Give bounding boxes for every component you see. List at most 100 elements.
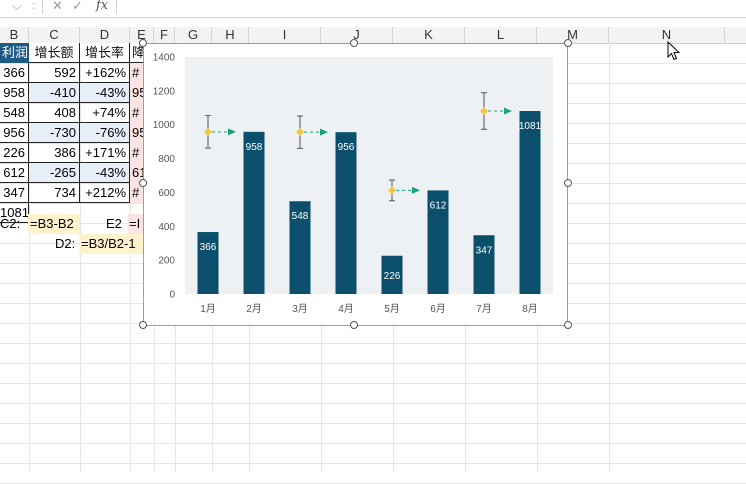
resize-handle-middle-left[interactable] bbox=[139, 179, 147, 187]
formula-bar: ⌵ : ✕ ✓ fx bbox=[0, 0, 746, 18]
profit-cell[interactable]: 226 bbox=[0, 143, 29, 163]
plot-area bbox=[185, 57, 553, 294]
y-tick-label: 1000 bbox=[153, 120, 176, 131]
growth-amount-cell[interactable]: 592 bbox=[29, 63, 80, 83]
column-header-l[interactable]: L bbox=[465, 27, 537, 43]
growth-rate-cell[interactable]: -76% bbox=[80, 123, 130, 143]
row-gridline bbox=[0, 403, 746, 404]
bar bbox=[197, 232, 219, 294]
column-header-c[interactable]: C bbox=[29, 27, 80, 43]
resize-handle-top-left[interactable] bbox=[139, 39, 147, 47]
growth-rate-cell[interactable]: +212% bbox=[80, 183, 130, 203]
d2-formula[interactable]: =B3/B2-1 bbox=[79, 234, 144, 254]
formula-input[interactable] bbox=[118, 0, 746, 14]
x-tick-label: 8月 bbox=[522, 303, 538, 315]
y-tick-label: 1400 bbox=[153, 53, 176, 64]
column-header-b[interactable]: B bbox=[0, 27, 29, 43]
resize-handle-top-right[interactable] bbox=[564, 39, 572, 47]
column-header-row: B C D E F G H I J K L M N bbox=[0, 27, 746, 44]
profit-cell[interactable]: 366 bbox=[0, 63, 29, 83]
growth-amount-cell[interactable]: -410 bbox=[29, 83, 80, 103]
resize-handle-bottom-left[interactable] bbox=[139, 321, 147, 329]
growth-rate-cell[interactable]: +74% bbox=[80, 103, 130, 123]
column-header-i[interactable]: I bbox=[249, 27, 321, 43]
profit-cell[interactable]: 956 bbox=[0, 123, 29, 143]
y-tick-label: 600 bbox=[158, 188, 175, 199]
e2-formula[interactable]: =I bbox=[128, 214, 144, 234]
column-header-k[interactable]: K bbox=[393, 27, 465, 43]
c2-formula[interactable]: =B3-B2 bbox=[28, 214, 80, 234]
marker-arrow-icon bbox=[412, 186, 420, 194]
bar-data-label: 366 bbox=[200, 242, 217, 253]
d2-label: D2: bbox=[55, 236, 76, 251]
growth-amount-cell[interactable]: -730 bbox=[29, 123, 80, 143]
column-header-e[interactable]: E bbox=[130, 27, 154, 43]
column-gridline bbox=[29, 43, 30, 472]
x-tick-label: 6月 bbox=[430, 303, 446, 315]
bar bbox=[335, 132, 357, 294]
bar-data-label: 347 bbox=[476, 245, 493, 256]
growth-amount-cell[interactable]: 734 bbox=[29, 183, 80, 203]
bar bbox=[289, 201, 311, 294]
header-growth-amount[interactable]: 增长额 bbox=[29, 43, 80, 63]
confirm-icon[interactable]: ✓ bbox=[72, 0, 83, 13]
more-options-icon[interactable]: : bbox=[32, 0, 36, 12]
e2-label: E2 bbox=[106, 216, 122, 231]
column-gridline bbox=[130, 43, 131, 472]
growth-rate-cell[interactable]: +162% bbox=[80, 63, 130, 83]
bar-data-label: 1081 bbox=[519, 121, 542, 132]
marker-point bbox=[388, 186, 396, 195]
bar bbox=[427, 190, 449, 294]
column-header-m[interactable]: M bbox=[537, 27, 609, 43]
row-gridline bbox=[0, 443, 746, 444]
column-header-g[interactable]: G bbox=[175, 27, 212, 43]
profit-cell[interactable]: 548 bbox=[0, 103, 29, 123]
row-gridline bbox=[0, 363, 746, 364]
row-gridline bbox=[0, 383, 746, 384]
x-tick-label: 2月 bbox=[246, 303, 262, 315]
growth-amount-cell[interactable]: 386 bbox=[29, 143, 80, 163]
marker-point bbox=[296, 128, 304, 137]
growth-rate-cell[interactable]: +171% bbox=[80, 143, 130, 163]
bar bbox=[473, 235, 495, 294]
column-gridline bbox=[609, 43, 610, 472]
growth-rate-cell[interactable]: -43% bbox=[80, 83, 130, 103]
name-box-dropdown-icon[interactable]: ⌵ bbox=[12, 0, 22, 13]
bar-data-label: 612 bbox=[430, 200, 447, 211]
column-header-f[interactable]: F bbox=[154, 27, 175, 43]
x-tick-label: 7月 bbox=[476, 303, 492, 315]
y-tick-label: 1200 bbox=[153, 86, 176, 97]
mouse-pointer-icon bbox=[667, 41, 681, 61]
profit-cell[interactable]: 1081 bbox=[0, 203, 29, 223]
column-header-n[interactable]: N bbox=[609, 27, 725, 43]
bar bbox=[243, 131, 265, 294]
resize-handle-bottom-right[interactable] bbox=[564, 321, 572, 329]
row-gridline bbox=[0, 463, 746, 464]
bar-chart[interactable]: 0 200 400 600 800 1000 1200 1400 366 1月 958 2月 548 3月… bbox=[144, 44, 567, 325]
header-profit[interactable]: 利润 bbox=[0, 43, 29, 63]
marker-arrow-icon bbox=[228, 128, 236, 136]
bar bbox=[381, 255, 403, 294]
profit-cell[interactable]: 612 bbox=[0, 163, 29, 183]
profit-cell[interactable]: 958 bbox=[0, 83, 29, 103]
resize-handle-middle-right[interactable] bbox=[564, 179, 572, 187]
formula-bar-separator bbox=[116, 0, 117, 14]
bar-data-label: 958 bbox=[246, 142, 263, 153]
header-growth-rate[interactable]: 增长率 bbox=[80, 43, 130, 63]
bar bbox=[519, 111, 541, 295]
chart-area[interactable]: 0 200 400 600 800 1000 1200 1400 366 1月 958 2月 548 3月… bbox=[143, 43, 568, 326]
resize-handle-top-center[interactable] bbox=[350, 39, 358, 47]
column-header-d[interactable]: D bbox=[80, 27, 130, 43]
column-header-j[interactable]: J bbox=[321, 27, 393, 43]
y-tick-label: 400 bbox=[158, 222, 175, 233]
profit-cell[interactable]: 347 bbox=[0, 183, 29, 203]
growth-rate-cell[interactable]: -43% bbox=[80, 163, 130, 183]
cancel-icon[interactable]: ✕ bbox=[52, 0, 63, 13]
bar-data-label: 956 bbox=[338, 142, 355, 153]
insert-function-button[interactable]: fx bbox=[96, 0, 109, 13]
growth-amount-cell[interactable]: -265 bbox=[29, 163, 80, 183]
x-tick-label: 3月 bbox=[292, 303, 308, 315]
growth-amount-cell[interactable]: 408 bbox=[29, 103, 80, 123]
resize-handle-bottom-center[interactable] bbox=[350, 321, 358, 329]
column-header-h[interactable]: H bbox=[212, 27, 249, 43]
